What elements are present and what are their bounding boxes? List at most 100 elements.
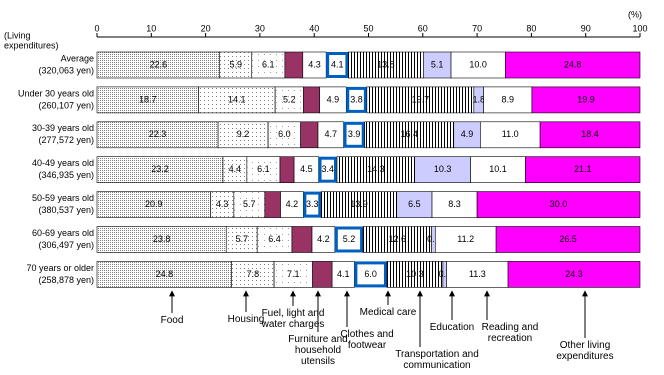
value-label: 6.4 — [268, 234, 281, 244]
value-label: 4.2 — [317, 234, 330, 244]
value-label: 0.7 — [427, 234, 440, 244]
bar-segment — [279, 156, 295, 183]
bar-segment — [334, 226, 364, 253]
category-label: (320,063 yen) — [38, 65, 94, 75]
value-label: 10.3 — [406, 269, 424, 279]
category-label: 60-69 years old — [32, 228, 94, 238]
bar-segment — [525, 156, 641, 183]
bar-segment — [96, 226, 227, 253]
value-label: 19.7 — [412, 94, 430, 104]
bar-segment — [303, 86, 320, 114]
bar-segment — [450, 51, 506, 79]
bar-segment — [446, 261, 509, 288]
category-label: 50-59 years old — [32, 193, 94, 203]
legend-label: Furniture and household utensils — [288, 334, 348, 367]
bar-segment — [96, 86, 199, 114]
value-label: 4.9 — [461, 129, 474, 139]
bar-segment — [311, 226, 336, 253]
legend-label: Transportation and communication — [395, 349, 479, 371]
bar-segment — [480, 121, 541, 149]
bar-segment — [346, 86, 367, 113]
value-label: 30.0 — [550, 199, 568, 209]
value-label: 3.4 — [322, 164, 335, 174]
bar-segment — [312, 261, 333, 288]
bar-segment — [267, 121, 301, 149]
bar-segment — [470, 156, 526, 183]
bar-segment — [264, 191, 281, 218]
bar-segment — [96, 261, 232, 288]
value-label: 16.4 — [400, 129, 418, 139]
bar-segment — [319, 86, 347, 114]
value-label: 23.8 — [153, 234, 171, 244]
bar-segment — [231, 261, 275, 288]
bar-segment — [326, 52, 349, 78]
value-label: 10.0 — [469, 59, 487, 69]
bar-segment — [331, 261, 355, 288]
value-label: 6.5 — [408, 199, 421, 209]
value-label: 22.6 — [150, 59, 168, 69]
value-label: 14.1 — [228, 94, 246, 104]
bar-segment — [303, 191, 322, 218]
category-label: (346,935 yen) — [38, 170, 94, 180]
bar-segment — [386, 261, 444, 288]
bar-segment — [354, 261, 387, 288]
bar-segment — [219, 51, 253, 79]
bar-segment — [300, 121, 319, 149]
value-label: 24.8 — [156, 269, 174, 279]
category-label: 30-39 years old — [32, 123, 94, 133]
category-label: Average — [61, 53, 94, 63]
value-label: 24.3 — [565, 269, 583, 279]
value-label: 6.0 — [278, 129, 291, 139]
value-label: 3.3 — [306, 199, 319, 209]
value-label: 22.3 — [149, 129, 167, 139]
bar-segment — [531, 86, 641, 114]
bar-segment — [256, 226, 293, 253]
legend-label: Fuel, light and water charges — [261, 308, 325, 330]
x-tick-label: 20 — [201, 23, 211, 33]
value-label: 14.3 — [367, 164, 385, 174]
bar-segment — [453, 121, 481, 149]
bar-segment — [423, 51, 452, 79]
bar-segment — [273, 261, 313, 288]
value-label: 4.1 — [331, 59, 344, 69]
legend-label: Reading and recreation — [481, 322, 539, 344]
value-label: 11.2 — [457, 234, 474, 244]
bar-segment — [317, 121, 344, 149]
y-axis-label: expenditures) — [4, 40, 59, 50]
bar-segment — [362, 226, 432, 253]
value-label: 0.7 — [439, 269, 452, 279]
value-label: 13.9 — [350, 199, 368, 209]
value-label: 5.1 — [431, 59, 444, 69]
value-label: 5.7 — [243, 199, 256, 209]
bar-segment — [198, 86, 276, 114]
bar-segment — [320, 191, 398, 218]
category-label: Under 30 years old — [18, 88, 94, 98]
value-label: 11.3 — [469, 269, 486, 279]
bar-segment — [246, 156, 281, 183]
value-label: 23.2 — [151, 164, 169, 174]
value-label: 4.7 — [325, 129, 338, 139]
bar-segment — [280, 191, 304, 218]
value-label: 4.2 — [286, 199, 299, 209]
category-label: (260,107 yen) — [38, 100, 94, 110]
bar-segment — [539, 121, 641, 149]
bar-segment — [96, 121, 219, 149]
value-label: 3.9 — [348, 129, 361, 139]
category-label: (306,497 yen) — [38, 240, 94, 250]
value-label: 4.4 — [229, 164, 242, 174]
bar-segment — [414, 156, 471, 183]
value-label: 4.3 — [308, 59, 321, 69]
value-label: 5.9 — [229, 59, 242, 69]
value-label: 12.6 — [389, 234, 407, 244]
y-axis-label: (Living — [4, 30, 31, 40]
x-tick-label: 60 — [418, 23, 428, 33]
value-label: 18.7 — [139, 94, 157, 104]
bar-segment — [396, 191, 433, 218]
bar-segment — [293, 156, 319, 183]
bar-segment — [476, 191, 641, 218]
x-tick-label: 30 — [255, 23, 265, 33]
bar-segment — [434, 226, 497, 253]
value-label: 3.8 — [350, 94, 363, 104]
legend-label: Housing — [227, 314, 265, 325]
